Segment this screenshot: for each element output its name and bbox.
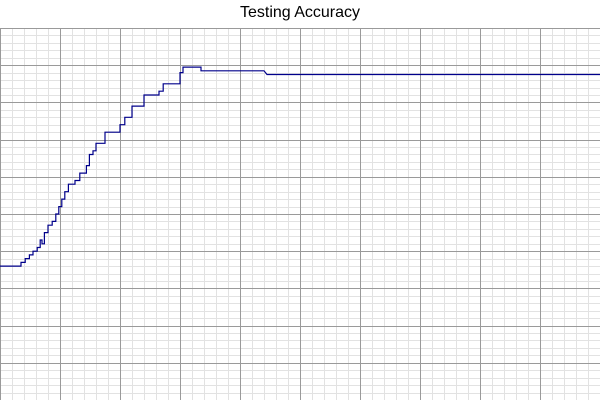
major-grid (0, 28, 600, 400)
plot-area (0, 28, 600, 400)
series-line-0 (0, 66, 600, 267)
chart-title: Testing Accuracy (239, 4, 361, 21)
series-layer (0, 66, 600, 267)
